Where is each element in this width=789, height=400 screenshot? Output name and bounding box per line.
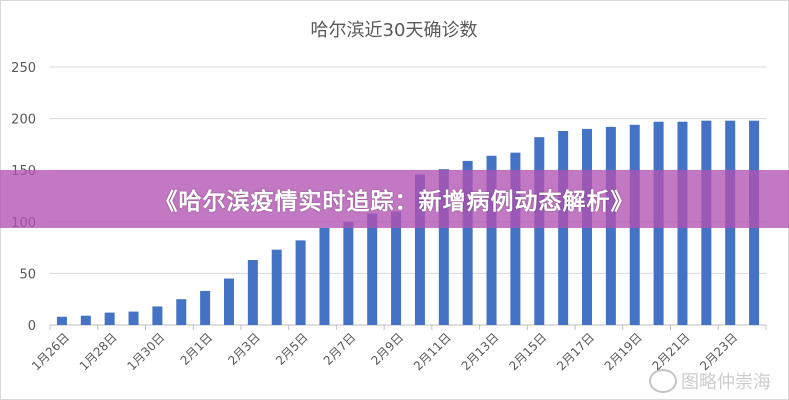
x-tick-label: 2月13日 [459,330,502,373]
bar [128,311,139,325]
bar [271,249,282,325]
y-tick-label: 50 [19,267,36,282]
x-tick-label: 2月15日 [506,330,549,373]
x-tick-label: 2月3日 [225,330,263,368]
bar [247,259,258,325]
bar [200,290,211,325]
x-tick-label: 2月11日 [411,330,454,373]
banner-text: 《哈尔滨疫情实时追踪：新增病例动态解析》 [154,189,635,215]
x-tick-label: 1月26日 [29,330,72,373]
bar [319,227,330,325]
bar [104,312,115,325]
y-tick-label: 200 [11,113,36,128]
bar [176,299,187,325]
bar [224,278,234,325]
bar [343,221,354,325]
bar [391,211,402,325]
chart-title: 哈尔滨近30天确诊数 [311,20,478,41]
x-tick-label: 2月17日 [554,330,597,373]
bar [295,240,306,325]
x-tick-label: 2月19日 [602,330,645,373]
bar [56,316,67,325]
bar [367,213,378,325]
x-tick-label: 2月23日 [697,330,740,373]
x-tick-label: 2月9日 [369,330,407,368]
weibo-icon [649,369,677,393]
x-tick-label: 2月21日 [650,330,693,373]
x-tick-label: 1月30日 [124,330,167,373]
title-banner: 《哈尔滨疫情实时追踪：新增病例动态解析》 [0,170,789,228]
bar [462,160,473,325]
bar [152,306,163,325]
x-tick-label: 1月28日 [77,330,120,373]
x-tick-label: 2月5日 [273,330,311,368]
bar [510,152,521,325]
bar [414,174,425,325]
bar [80,315,91,325]
bar [534,137,545,325]
x-tick-label: 2月1日 [178,330,216,368]
x-tick-label: 2月7日 [321,330,359,368]
bar [486,155,497,325]
y-tick-label: 0 [28,319,36,334]
y-tick-label: 250 [11,61,36,76]
watermark-text: 图略仲崇海 [681,372,771,393]
watermark: 图略仲崇海 [649,368,771,394]
bar [438,169,449,325]
